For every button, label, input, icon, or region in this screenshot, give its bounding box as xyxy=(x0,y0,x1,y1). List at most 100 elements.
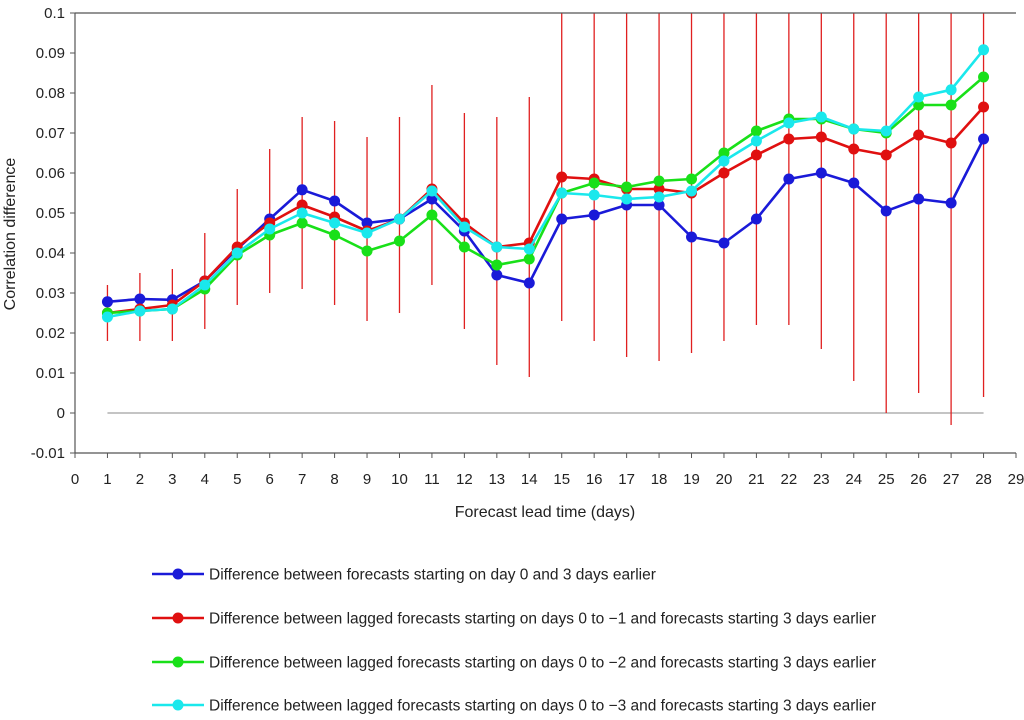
y-tick-label: 0.03 xyxy=(36,285,65,302)
data-point xyxy=(296,199,308,211)
data-point xyxy=(588,189,600,201)
data-point xyxy=(978,71,990,83)
x-tick-label: 22 xyxy=(781,471,798,488)
data-point xyxy=(134,293,146,305)
data-point xyxy=(978,133,990,145)
data-point xyxy=(556,171,568,183)
data-point xyxy=(848,143,860,155)
data-point xyxy=(329,195,341,207)
legend-item: Difference between lagged forecasts star… xyxy=(152,698,876,715)
data-point xyxy=(718,147,730,159)
data-point xyxy=(913,193,925,205)
data-point xyxy=(491,259,503,271)
x-tick-label: 8 xyxy=(330,471,338,488)
data-point xyxy=(361,245,373,257)
data-point xyxy=(621,193,633,205)
data-point xyxy=(750,149,762,161)
legend-swatch-marker xyxy=(172,612,184,624)
data-point xyxy=(783,173,795,185)
y-tick-label: 0.06 xyxy=(36,165,65,182)
legend-item: Difference between lagged forecasts star… xyxy=(152,611,876,628)
y-tick-label: 0.05 xyxy=(36,205,65,222)
data-point xyxy=(653,175,665,187)
data-point xyxy=(621,181,633,193)
data-point xyxy=(231,247,243,259)
data-point xyxy=(880,125,892,137)
data-point xyxy=(361,227,373,239)
x-tick-label: 27 xyxy=(943,471,960,488)
data-point xyxy=(686,185,698,197)
series-line xyxy=(107,76,985,315)
data-point xyxy=(815,111,827,123)
data-point xyxy=(101,311,113,323)
x-tick-label: 17 xyxy=(618,471,635,488)
y-tick-label: 0 xyxy=(57,405,65,422)
x-tick-label: 29 xyxy=(1008,471,1024,488)
x-tick-label: 15 xyxy=(553,471,570,488)
x-tick-label: 5 xyxy=(233,471,241,488)
data-point xyxy=(978,44,990,56)
data-point xyxy=(264,223,276,235)
x-tick-label: 18 xyxy=(651,471,668,488)
data-point xyxy=(329,229,341,241)
x-tick-label: 2 xyxy=(136,471,144,488)
x-tick-label: 6 xyxy=(266,471,274,488)
data-point xyxy=(880,149,892,161)
data-point xyxy=(523,253,535,265)
x-tick-label: 19 xyxy=(683,471,700,488)
data-point xyxy=(750,135,762,147)
data-point xyxy=(393,235,405,247)
data-point xyxy=(458,221,470,233)
data-point xyxy=(750,213,762,225)
x-tick-label: 7 xyxy=(298,471,306,488)
legend-label: Difference between lagged forecasts star… xyxy=(209,698,876,715)
data-point xyxy=(945,197,957,209)
data-point xyxy=(426,209,438,221)
y-tick-label: 0.04 xyxy=(36,245,65,262)
series-layer xyxy=(101,44,990,323)
data-point xyxy=(718,237,730,249)
series-line xyxy=(107,106,985,315)
y-tick-label: 0.07 xyxy=(36,125,65,142)
series-line xyxy=(107,48,985,319)
series-3 xyxy=(101,71,990,319)
data-point xyxy=(523,277,535,289)
x-tick-label: 20 xyxy=(716,471,733,488)
data-point xyxy=(588,209,600,221)
y-axis-title: Correlation difference xyxy=(2,158,19,311)
y-tick-label: 0.08 xyxy=(36,85,65,102)
y-tick-label: -0.01 xyxy=(31,445,65,462)
data-point xyxy=(783,133,795,145)
x-tick-labels: 0 1 2 3 4 5 6 7 8 9 10 11 12 13 14 15 16 17 18 19 20 21 22 23 24… xyxy=(71,471,1024,488)
x-tick-label: 3 xyxy=(168,471,176,488)
legend-swatch-marker xyxy=(172,699,184,711)
data-point xyxy=(718,167,730,179)
data-point xyxy=(686,231,698,243)
legend-label: Difference between forecasts starting on… xyxy=(209,567,656,584)
data-point xyxy=(458,241,470,253)
x-axis-title: Forecast lead time (days) xyxy=(455,504,636,521)
data-point xyxy=(166,303,178,315)
data-point xyxy=(750,125,762,137)
x-tick-label: 28 xyxy=(975,471,992,488)
y-tick-labels: -0.01 0 0.01 0.02 0.03 0.04 0.05 0.06 0.07 0.08 0.… xyxy=(31,5,65,462)
data-point xyxy=(848,123,860,135)
data-point xyxy=(815,167,827,179)
data-point xyxy=(653,183,665,195)
x-tick-label: 1 xyxy=(103,471,111,488)
x-tick-label: 23 xyxy=(813,471,830,488)
data-point xyxy=(426,185,438,197)
data-point xyxy=(913,91,925,103)
x-tick-label: 9 xyxy=(363,471,371,488)
data-point xyxy=(815,131,827,143)
data-point xyxy=(393,213,405,225)
x-tick-label: 16 xyxy=(586,471,603,488)
data-point xyxy=(686,173,698,185)
data-point xyxy=(134,305,146,317)
x-tick-label: 24 xyxy=(845,471,862,488)
x-tick-label: 26 xyxy=(910,471,927,488)
legend-item: Difference between forecasts starting on… xyxy=(152,567,656,584)
x-tick-label: 21 xyxy=(748,471,765,488)
x-tick-label: 14 xyxy=(521,471,538,488)
